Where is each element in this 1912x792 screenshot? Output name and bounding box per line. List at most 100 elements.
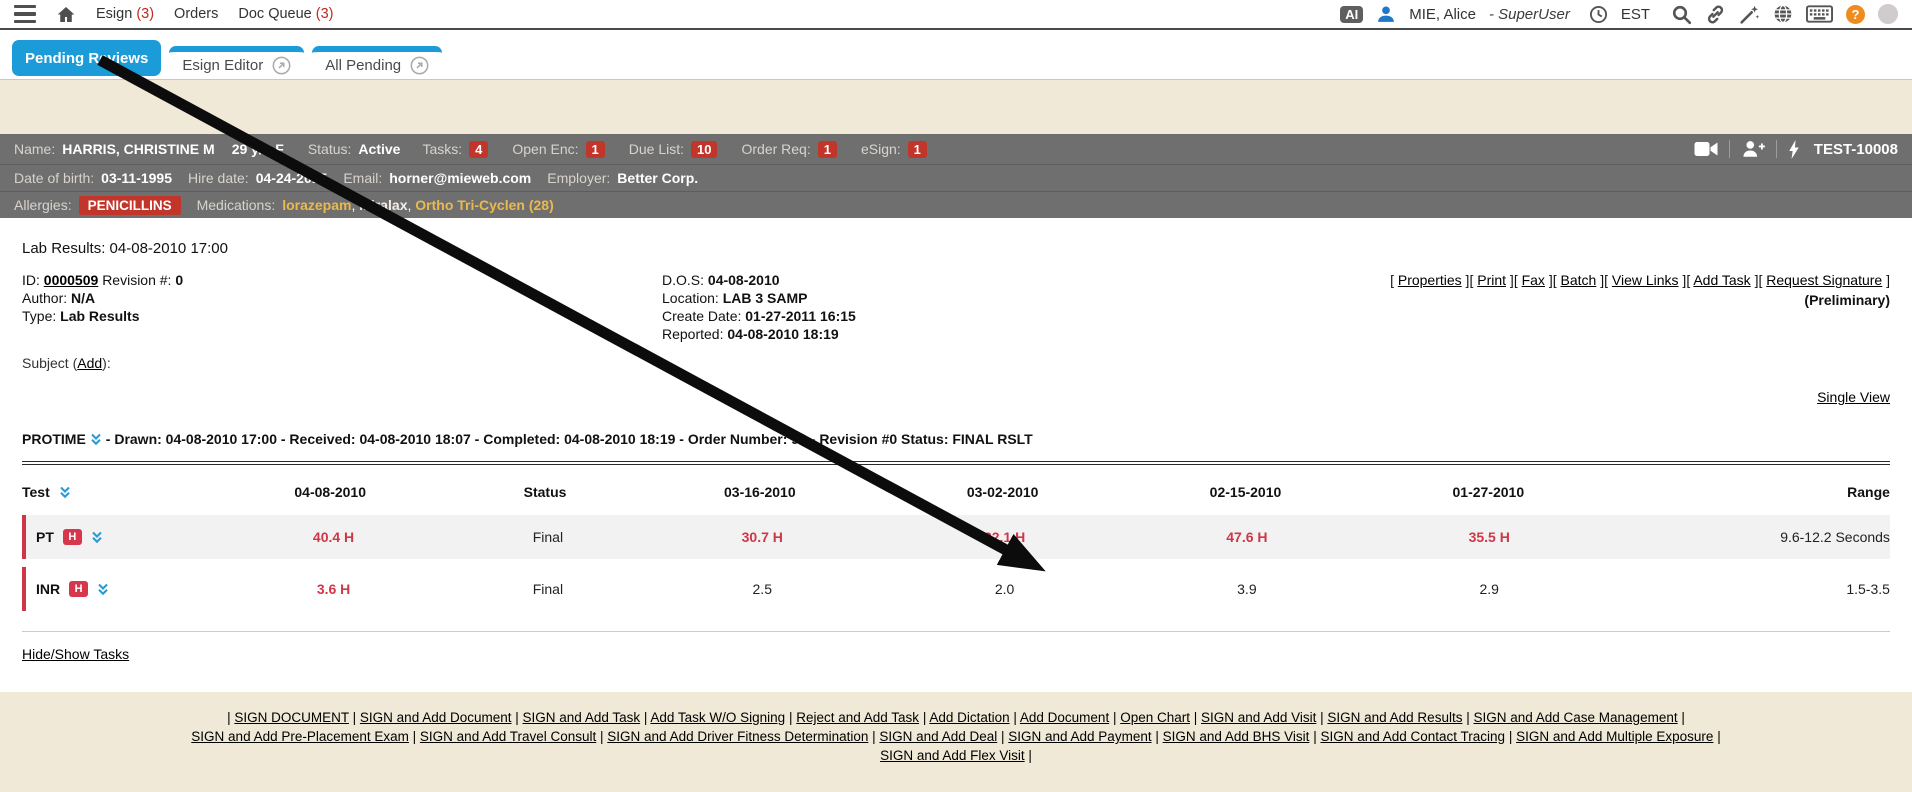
footer-link-add-dictation[interactable]: Add Dictation	[929, 710, 1010, 725]
allergy-badge[interactable]: PENICILLINS	[78, 195, 181, 215]
counter-label: Order Req:	[741, 141, 811, 157]
document-id-link[interactable]: 0000509	[43, 272, 99, 288]
counter-badge[interactable]: 10	[691, 140, 718, 158]
footer-link-sign-and-add-payment[interactable]: SIGN and Add Payment	[1008, 729, 1152, 744]
footer-link-sign-and-add-results[interactable]: SIGN and Add Results	[1327, 710, 1463, 725]
preliminary-flag: (Preliminary)	[1804, 292, 1890, 308]
action-print[interactable]: Print	[1477, 272, 1507, 288]
footer-link-open-chart[interactable]: Open Chart	[1120, 710, 1191, 725]
single-view-link[interactable]: Single View	[1817, 389, 1890, 405]
footer-link-sign-document[interactable]: SIGN DOCUMENT	[234, 710, 349, 725]
result-value: 30.7 H	[741, 529, 783, 545]
nav-item-count: (3)	[136, 6, 155, 22]
chevron-double-down-icon[interactable]	[97, 583, 109, 596]
avatar[interactable]	[1878, 4, 1898, 24]
footer-link-sign-and-add-travel-consult[interactable]: SIGN and Add Travel Consult	[419, 729, 597, 744]
nav-item-label: Orders	[174, 6, 219, 22]
counter-badge[interactable]: 1	[907, 140, 927, 158]
nav-item-esign[interactable]: Esign (3)	[96, 6, 154, 22]
action-add-task[interactable]: Add Task	[1693, 272, 1751, 288]
footer-link-add-document[interactable]: Add Document	[1019, 710, 1110, 725]
column-header-03-16-2010: 03-16-2010	[724, 484, 796, 500]
high-flag-badge: H	[69, 581, 89, 597]
footer-link-sign-and-add-task[interactable]: SIGN and Add Task	[522, 710, 641, 725]
tab-all-pending[interactable]: All Pending	[312, 46, 443, 79]
tab-esign-editor[interactable]: Esign Editor	[169, 46, 305, 79]
hamburger-menu-icon[interactable]	[14, 4, 36, 24]
footer-link-sign-and-add-flex-visit[interactable]: SIGN and Add Flex Visit	[880, 748, 1025, 763]
single-view-row: Single View	[22, 389, 1890, 405]
external-link-icon	[410, 56, 429, 75]
footer-link-sign-and-add-multiple-exposure[interactable]: SIGN and Add Multiple Exposure	[1516, 729, 1714, 744]
counter-badge[interactable]: 4	[469, 140, 489, 158]
search-icon[interactable]	[1671, 4, 1692, 25]
footer-link-reject-and-add-task[interactable]: Reject and Add Task	[796, 710, 920, 725]
video-camera-icon[interactable]	[1694, 141, 1718, 157]
home-icon[interactable]	[56, 5, 76, 24]
result-value: 35.5 H	[1468, 529, 1510, 545]
action-batch[interactable]: Batch	[1560, 272, 1597, 288]
link-icon[interactable]	[1705, 4, 1726, 25]
counter-badge[interactable]: 1	[585, 140, 605, 158]
medication-link-lorazepam[interactable]: lorazepam	[282, 197, 352, 213]
hide-show-tasks-link[interactable]: Hide/Show Tasks	[22, 646, 130, 662]
results-table-header: Test 04-08-2010 Status 03-16-2010 03-02-2010…	[22, 477, 1890, 507]
lightning-icon[interactable]	[1788, 139, 1800, 159]
test-name: INR	[36, 581, 61, 597]
user-icon	[1376, 4, 1396, 24]
counter-label: Due List:	[628, 141, 685, 157]
nav-item-count: (3)	[315, 6, 334, 22]
nav-item-doc-queue[interactable]: Doc Queue (3)	[238, 6, 333, 22]
ai-badge[interactable]: AI	[1340, 5, 1364, 23]
magic-wand-icon[interactable]	[1739, 4, 1760, 25]
test-cell: PT H	[26, 529, 212, 545]
reported-label: Reported:	[662, 326, 724, 342]
column-header-01-27-2010: 01-27-2010	[1452, 484, 1525, 500]
footer-link-add-task-w-o-signing[interactable]: Add Task W/O Signing	[650, 710, 786, 725]
nav-item-label: Esign	[96, 6, 133, 22]
tab-pending-reviews[interactable]: Pending Reviews	[12, 40, 162, 76]
action-properties[interactable]: Properties	[1397, 272, 1462, 288]
footer-link-sign-and-add-bhs-visit[interactable]: SIGN and Add BHS Visit	[1162, 729, 1310, 744]
result-value: Final	[532, 581, 564, 597]
create-date-label: Create Date:	[662, 308, 742, 324]
column-header-02-15-2010: 02-15-2010	[1209, 484, 1282, 500]
allergies-label: Allergies:	[14, 197, 72, 213]
chevron-double-down-icon[interactable]	[59, 486, 71, 499]
employer-value: Better Corp.	[617, 170, 699, 186]
keyboard-icon[interactable]	[1806, 5, 1833, 23]
footer-link-sign-and-add-driver-fitness-determination[interactable]: SIGN and Add Driver Fitness Determinatio…	[607, 729, 869, 744]
nav-item-label: Doc Queue	[238, 6, 312, 22]
action-fax[interactable]: Fax	[1521, 272, 1545, 288]
column-header-range: Range	[1847, 484, 1890, 500]
footer-link-sign-and-add-pre-placement-exam[interactable]: SIGN and Add Pre-Placement Exam	[191, 729, 409, 744]
counter-badge[interactable]: 1	[817, 140, 837, 158]
footer-link-sign-and-add-document[interactable]: SIGN and Add Document	[359, 710, 512, 725]
chevron-double-down-icon[interactable]	[91, 531, 103, 544]
employer-label: Employer:	[547, 170, 611, 186]
create-date-value: 01-27-2011 16:15	[745, 308, 856, 324]
action-request-signature[interactable]: Request Signature	[1766, 272, 1883, 288]
chevron-double-down-icon[interactable]	[90, 433, 102, 446]
medication-link-ortho-tri-cyclen-28[interactable]: Ortho Tri-Cyclen (28)	[415, 197, 554, 213]
globe-icon[interactable]	[1773, 4, 1793, 24]
result-row-inr: INR H 3.6 H Final 2.5 2.0 3.9 2.9 1.5-3.5	[22, 567, 1890, 611]
footer-link-sign-and-add-deal[interactable]: SIGN and Add Deal	[879, 729, 998, 744]
dob-value: 03-11-1995	[101, 170, 172, 186]
counter-esign: eSign: 1	[860, 140, 927, 158]
tab-label: Pending Reviews	[25, 49, 149, 67]
footer-link-sign-and-add-visit[interactable]: SIGN and Add Visit	[1201, 710, 1317, 725]
column-header-status: Status	[523, 484, 567, 500]
user-name[interactable]: MIE, Alice	[1409, 5, 1476, 23]
nav-item-orders[interactable]: Orders	[174, 6, 218, 22]
counter-label: eSign:	[860, 141, 901, 157]
subject-add-link[interactable]: Add	[77, 355, 103, 371]
footer-link-sign-and-add-contact-tracing[interactable]: SIGN and Add Contact Tracing	[1320, 729, 1506, 744]
footer-link-sign-and-add-case-management[interactable]: SIGN and Add Case Management	[1473, 710, 1678, 725]
action-view-links[interactable]: View Links	[1611, 272, 1679, 288]
table-bottom-border	[22, 631, 1890, 632]
hire-date-group: Hire date: 04-24-2015	[188, 170, 327, 186]
add-person-icon[interactable]	[1741, 139, 1765, 159]
help-icon[interactable]: ?	[1846, 4, 1865, 24]
medication-link-miralax[interactable]: Miralax	[359, 197, 408, 213]
